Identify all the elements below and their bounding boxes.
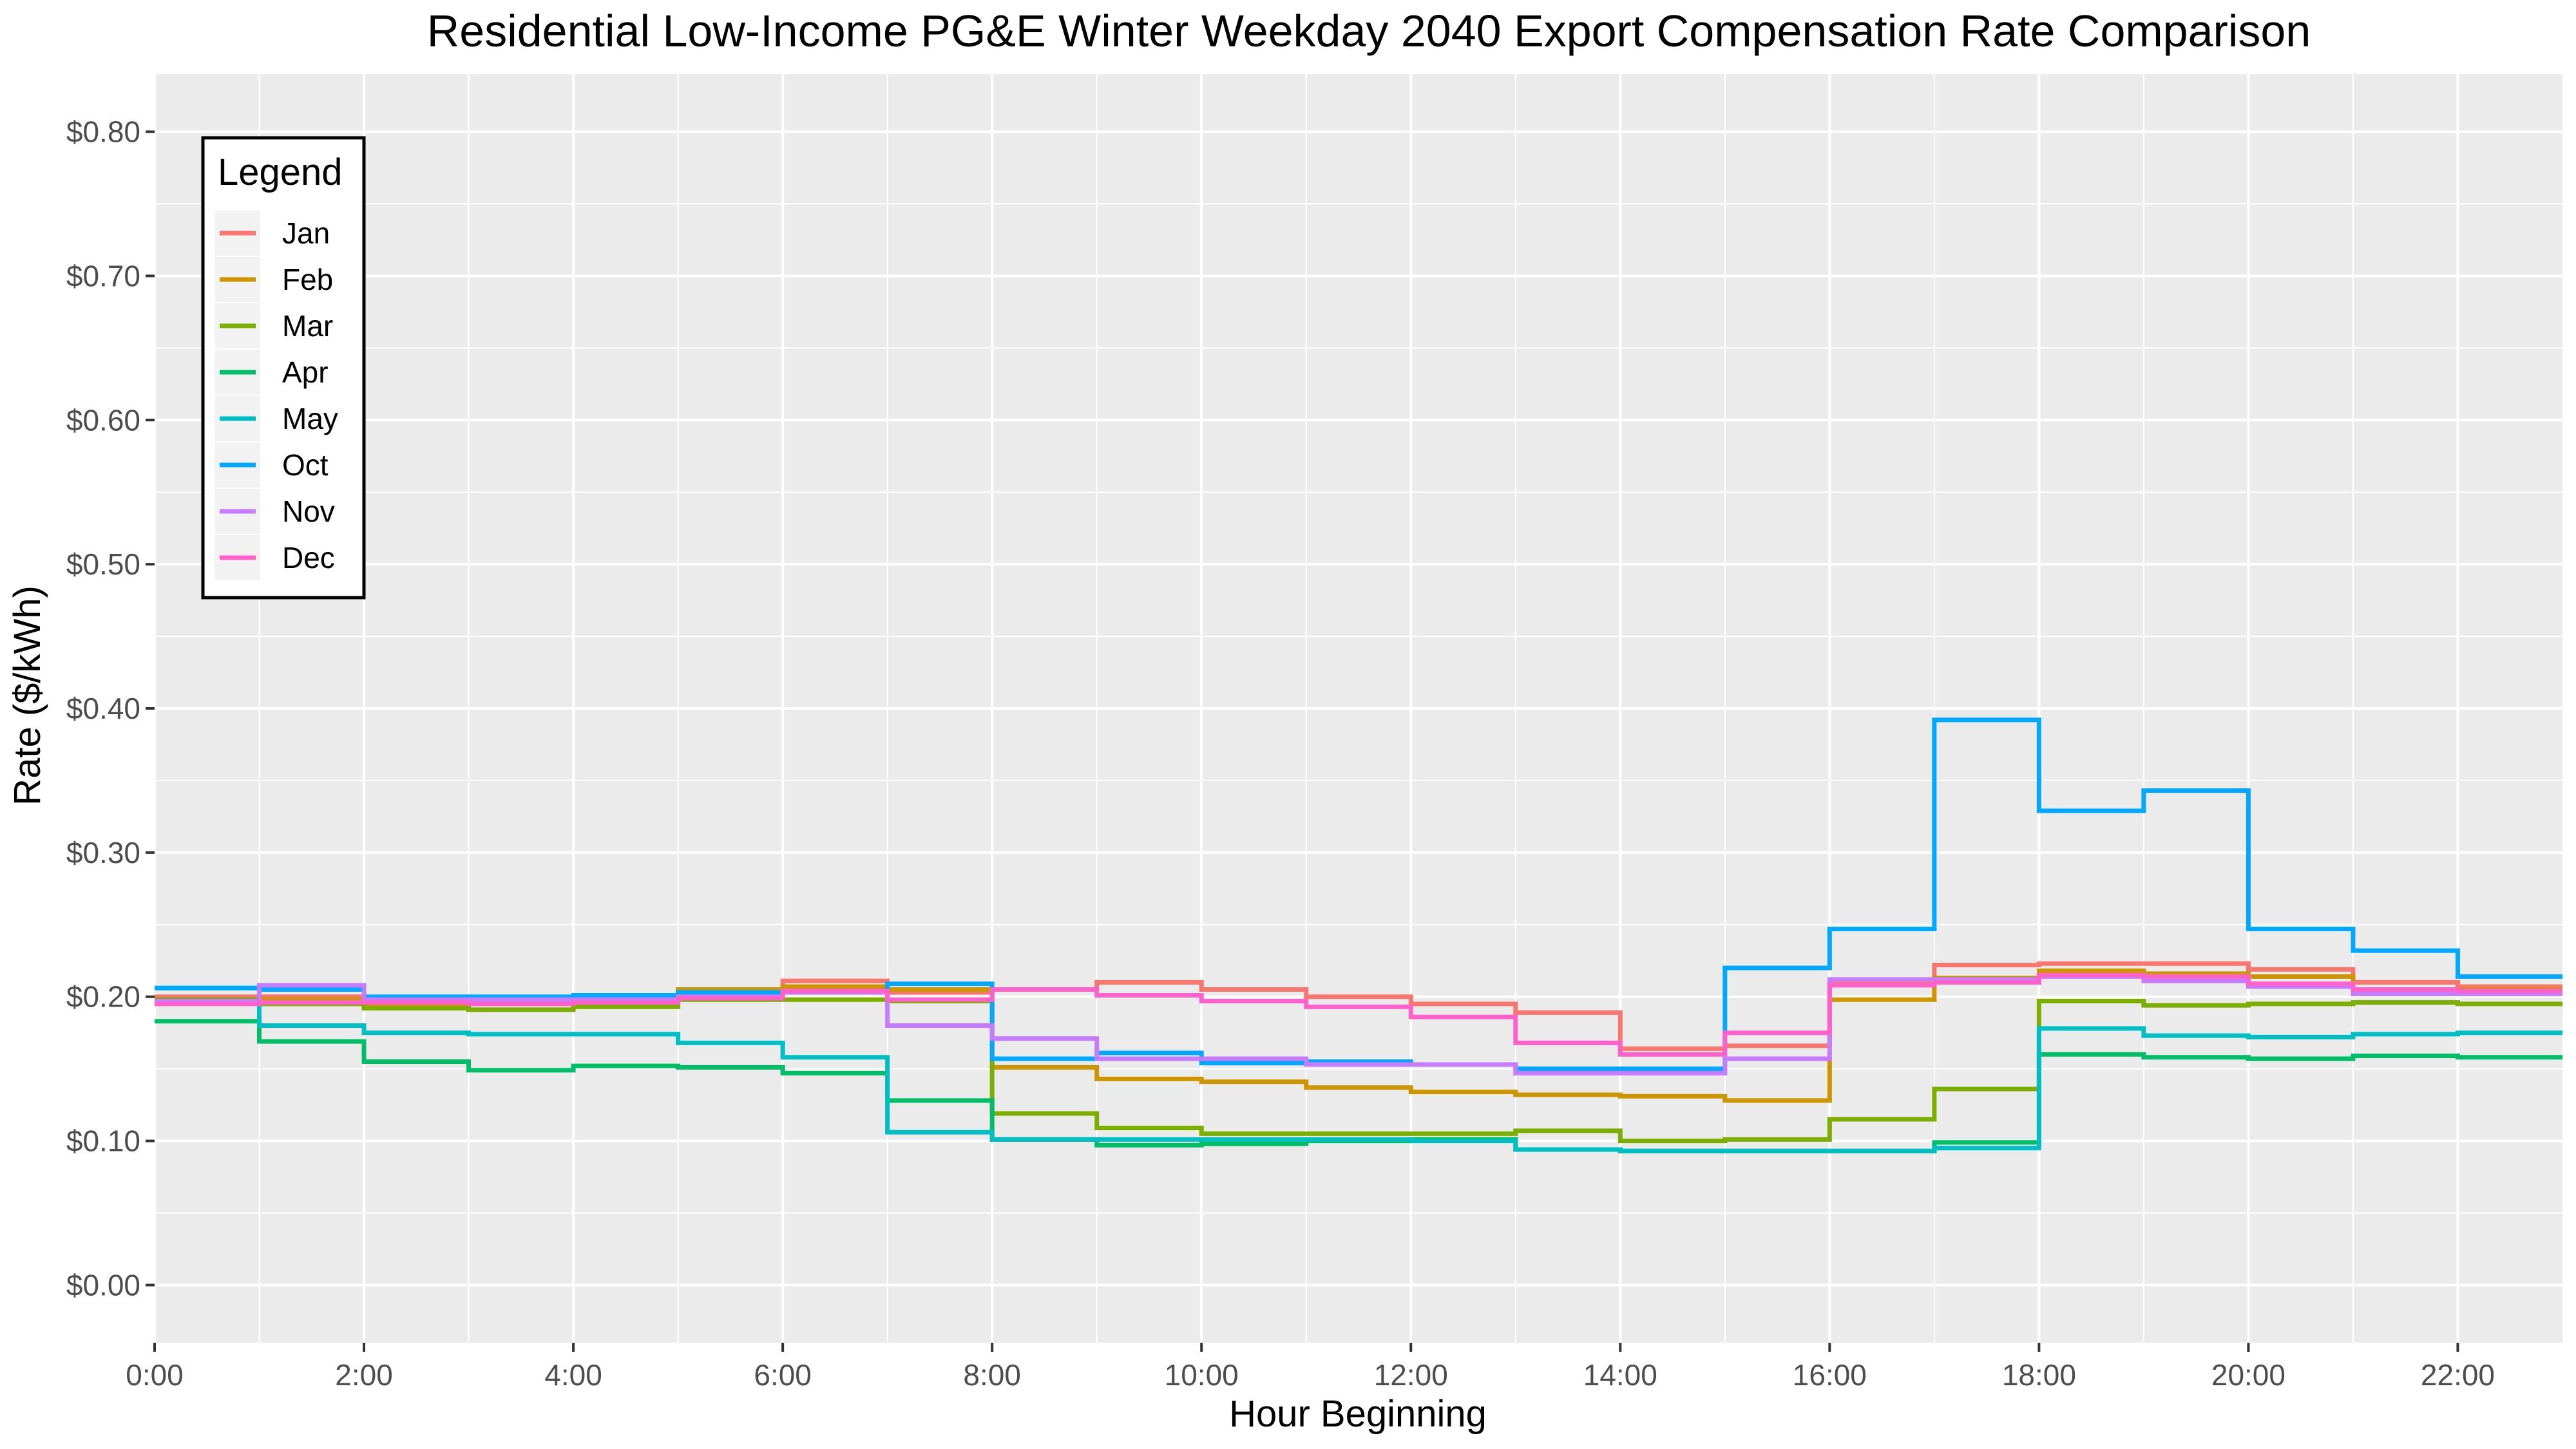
x-tick-label: 18:00 (2002, 1358, 2076, 1392)
series-line-apr (155, 1019, 2562, 1153)
x-tick-label: 10:00 (1165, 1358, 1239, 1392)
y-tick-label: $0.20 (66, 980, 140, 1014)
y-tick-label: $0.10 (66, 1124, 140, 1158)
x-tick-label: 20:00 (2211, 1358, 2285, 1392)
legend-label-nov: Nov (282, 495, 335, 528)
legend-title: Legend (218, 151, 343, 193)
legend-items: Jan Feb Mar Apr May Oct Nov Dec (215, 211, 338, 580)
legend-label-oct: Oct (282, 448, 329, 482)
y-tick-label: $0.40 (66, 692, 140, 725)
x-tick-label: 2:00 (335, 1358, 393, 1392)
series-line-dec (155, 972, 2562, 1057)
y-tick-label: $0.60 (66, 403, 140, 437)
series-line-oct (155, 717, 2562, 1072)
legend: Legend Jan Feb Mar Apr May Oct Nov Dec (201, 136, 366, 600)
x-tick-label: 4:00 (544, 1358, 602, 1392)
series-line-may (155, 985, 2562, 1153)
y-tick-label: $0.80 (66, 115, 140, 149)
legend-label-mar: Mar (282, 309, 333, 343)
chart-title: Residential Low-Income PG&E Winter Weekd… (427, 6, 2311, 56)
legend-label-may: May (282, 402, 338, 435)
legend-label-dec: Dec (282, 541, 335, 574)
legend-label-feb: Feb (282, 263, 333, 296)
x-tick-label: 8:00 (963, 1358, 1021, 1392)
x-tick-label: 22:00 (2421, 1358, 2495, 1392)
y-axis: $0.00 $0.10 $0.20 $0.30 $0.40 $0.50 $0.60 $0.70… (66, 115, 155, 1302)
x-tick-label: 14:00 (1583, 1358, 1657, 1392)
x-tick-label: 12:00 (1374, 1358, 1448, 1392)
x-tick-label: 16:00 (1793, 1358, 1867, 1392)
y-tick-label: $0.70 (66, 259, 140, 292)
x-tick-label: 0:00 (126, 1358, 184, 1392)
series-lines (155, 717, 2562, 1153)
series-line-nov (155, 974, 2562, 1075)
y-axis-title: Rate ($/kWh) (6, 585, 48, 806)
series-line-mar (155, 997, 2562, 1144)
y-tick-label: $0.30 (66, 836, 140, 869)
x-axis: 0:00 2:00 4:00 6:00 8:00 10:00 12:00 14:00 16:00… (126, 1343, 2495, 1392)
legend-label-jan: Jan (282, 216, 330, 250)
x-axis-title: Hour Beginning (1229, 1393, 1487, 1435)
y-tick-label: $0.00 (66, 1268, 140, 1302)
legend-label-apr: Apr (282, 355, 329, 389)
y-tick-label: $0.50 (66, 547, 140, 581)
x-tick-label: 6:00 (754, 1358, 812, 1392)
